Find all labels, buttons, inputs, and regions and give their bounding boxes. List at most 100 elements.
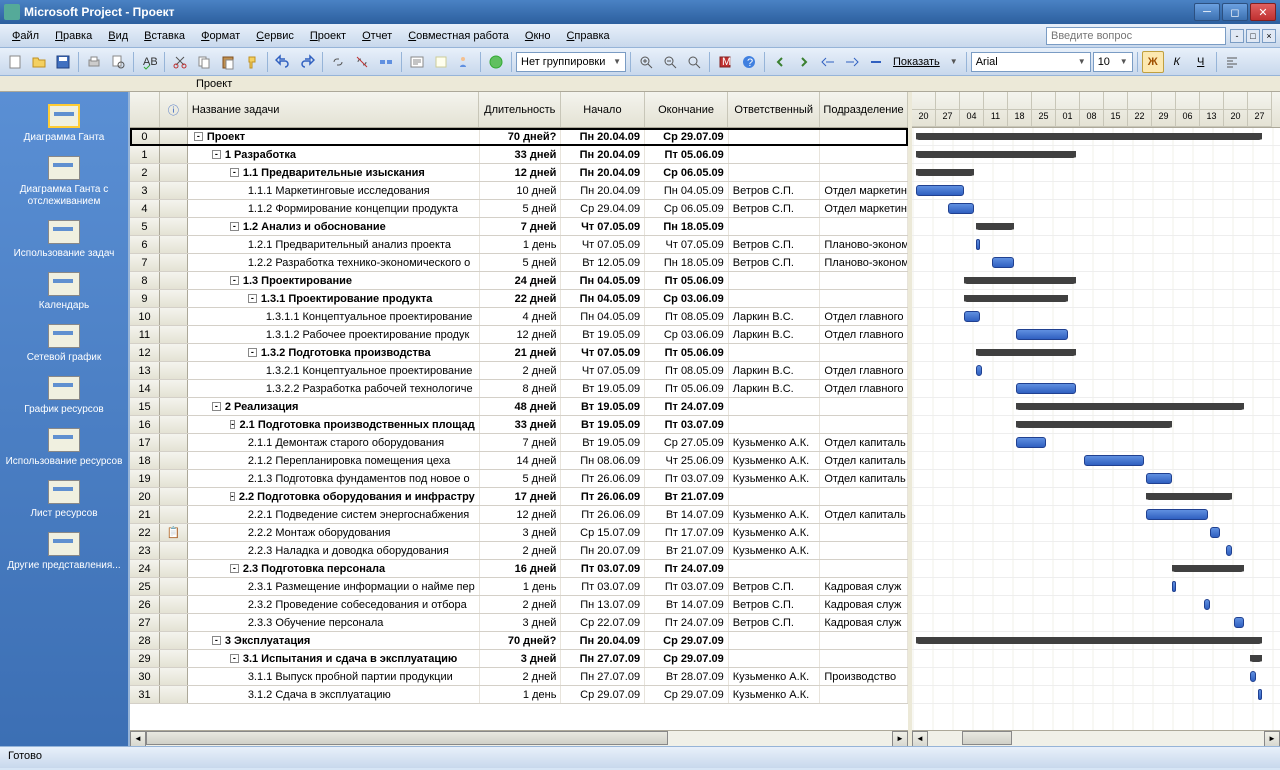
cell-end[interactable]: Вт 14.07.09: [645, 506, 729, 523]
cell-start[interactable]: Вт 19.05.09: [561, 398, 645, 415]
menu-сервис[interactable]: Сервис: [248, 27, 302, 45]
cell-responsible[interactable]: Ветров С.П.: [729, 182, 821, 199]
cell-department[interactable]: Планово-эконом: [820, 236, 908, 253]
cell-name[interactable]: -2 Реализация: [188, 398, 480, 415]
row-number[interactable]: 26: [130, 596, 160, 613]
cell-responsible[interactable]: [729, 272, 821, 289]
row-info[interactable]: [160, 218, 188, 235]
cell-name[interactable]: -3 Эксплуатация: [188, 632, 480, 649]
sidebar-item-gantt-track[interactable]: Диаграмма Ганта с отслеживанием: [0, 152, 128, 216]
scroll-right-button[interactable]: ►: [892, 731, 908, 746]
gantt-row[interactable]: [912, 506, 1280, 524]
cell-name[interactable]: 3.1.1 Выпуск пробной партии продукции: [188, 668, 480, 685]
format-painter-button[interactable]: [241, 51, 263, 73]
table-hscroll[interactable]: ◄ ►: [130, 730, 908, 746]
row-number[interactable]: 10: [130, 308, 160, 325]
cell-end[interactable]: Ср 29.07.09: [645, 650, 729, 667]
gantt-bar-task[interactable]: [1016, 437, 1046, 448]
row-info[interactable]: [160, 416, 188, 433]
row-number[interactable]: 15: [130, 398, 160, 415]
cell-start[interactable]: Ср 29.07.09: [561, 686, 645, 703]
cell-duration[interactable]: 4 дней: [480, 308, 562, 325]
cell-name[interactable]: 2.2.1 Подведение систем энергоснабжения: [188, 506, 480, 523]
menu-справка[interactable]: Справка: [558, 27, 617, 45]
gantt-bar-task[interactable]: [976, 365, 982, 376]
cell-department[interactable]: Отдел главного: [820, 308, 908, 325]
cell-name[interactable]: -3.1 Испытания и сдача в эксплуатацию: [188, 650, 480, 667]
cell-duration[interactable]: 70 дней?: [480, 632, 562, 649]
table-row[interactable]: 24-2.3 Подготовка персонала16 днейПт 03.…: [130, 560, 908, 578]
gantt-row[interactable]: [912, 290, 1280, 308]
menu-вид[interactable]: Вид: [100, 27, 136, 45]
gantt-row[interactable]: [912, 668, 1280, 686]
gantt-row[interactable]: [912, 344, 1280, 362]
cell-start[interactable]: Вт 19.05.09: [561, 434, 645, 451]
table-row[interactable]: 2-1.1 Предварительные изыскания12 днейПн…: [130, 164, 908, 182]
cell-name[interactable]: 1.3.1.2 Рабочее проектирование продук: [188, 326, 480, 343]
outline-toggle[interactable]: -: [230, 168, 239, 177]
row-number[interactable]: 25: [130, 578, 160, 595]
gantt-row[interactable]: [912, 398, 1280, 416]
cell-name[interactable]: -Проект: [188, 128, 480, 145]
table-row[interactable]: 5-1.2 Анализ и обоснование7 днейЧт 07.05…: [130, 218, 908, 236]
save-button[interactable]: [52, 51, 74, 73]
table-row[interactable]: 16-2.1 Подготовка производственных площа…: [130, 416, 908, 434]
cell-duration[interactable]: 14 дней: [480, 452, 562, 469]
cell-department[interactable]: [820, 524, 908, 541]
cell-end[interactable]: Пт 03.07.09: [645, 416, 729, 433]
row-number[interactable]: 19: [130, 470, 160, 487]
cell-name[interactable]: 2.1.1 Демонтаж старого оборудования: [188, 434, 480, 451]
row-number[interactable]: 22: [130, 524, 160, 541]
cell-department[interactable]: [820, 128, 908, 145]
sidebar-item-gantt[interactable]: Диаграмма Ганта: [0, 100, 128, 152]
gantt-bar-summary[interactable]: [916, 151, 1076, 158]
cell-responsible[interactable]: Кузьменко А.К.: [729, 542, 821, 559]
outline-toggle[interactable]: -: [248, 348, 257, 357]
header-department[interactable]: Подразделение: [820, 92, 908, 127]
cell-department[interactable]: [820, 344, 908, 361]
row-number[interactable]: 8: [130, 272, 160, 289]
cell-department[interactable]: [820, 632, 908, 649]
cell-end[interactable]: Чт 07.05.09: [645, 236, 729, 253]
row-number[interactable]: 4: [130, 200, 160, 217]
cell-department[interactable]: Отдел главного: [820, 326, 908, 343]
close-button[interactable]: ✕: [1250, 3, 1276, 21]
undo-button[interactable]: [272, 51, 294, 73]
gantt-row[interactable]: [912, 218, 1280, 236]
menu-формат[interactable]: Формат: [193, 27, 248, 45]
sidebar-item-network[interactable]: Сетевой график: [0, 320, 128, 372]
gantt-row[interactable]: [912, 542, 1280, 560]
help-question-input[interactable]: [1046, 27, 1226, 45]
cell-start[interactable]: Чт 07.05.09: [561, 218, 645, 235]
cell-duration[interactable]: 5 дней: [480, 254, 562, 271]
gantt-row[interactable]: [912, 254, 1280, 272]
menu-вставка[interactable]: Вставка: [136, 27, 193, 45]
cell-name[interactable]: 1.2.1 Предварительный анализ проекта: [188, 236, 480, 253]
gantt-row[interactable]: [912, 146, 1280, 164]
cell-end[interactable]: Пт 17.07.09: [645, 524, 729, 541]
publish-button[interactable]: [485, 51, 507, 73]
cell-responsible[interactable]: Ларкин В.С.: [729, 326, 821, 343]
cell-responsible[interactable]: Ларкин В.С.: [729, 362, 821, 379]
cell-end[interactable]: Пн 18.05.09: [645, 218, 729, 235]
cell-responsible[interactable]: Кузьменко А.К.: [729, 524, 821, 541]
cell-end[interactable]: Пт 08.05.09: [645, 308, 729, 325]
cell-start[interactable]: Ср 29.04.09: [561, 200, 645, 217]
cell-duration[interactable]: 1 день: [480, 236, 562, 253]
maximize-button[interactable]: ◻: [1222, 3, 1248, 21]
table-row[interactable]: 41.1.2 Формирование концепции продукта5 …: [130, 200, 908, 218]
menu-файл[interactable]: Файл: [4, 27, 47, 45]
cell-duration[interactable]: 16 дней: [480, 560, 562, 577]
italic-button[interactable]: К: [1166, 51, 1188, 73]
cell-department[interactable]: Отдел капиталь: [820, 434, 908, 451]
cell-name[interactable]: 1.3.1.1 Концептуальное проектирование: [188, 308, 480, 325]
cell-name[interactable]: -2.3 Подготовка персонала: [188, 560, 480, 577]
outline-toggle[interactable]: -: [230, 222, 239, 231]
row-info[interactable]: [160, 200, 188, 217]
gantt-bar-summary[interactable]: [1016, 421, 1172, 428]
outline-toggle[interactable]: -: [230, 492, 235, 501]
cell-responsible[interactable]: Ветров С.П.: [729, 596, 821, 613]
cell-duration[interactable]: 48 дней: [480, 398, 562, 415]
cell-department[interactable]: [820, 218, 908, 235]
row-info[interactable]: [160, 686, 188, 703]
